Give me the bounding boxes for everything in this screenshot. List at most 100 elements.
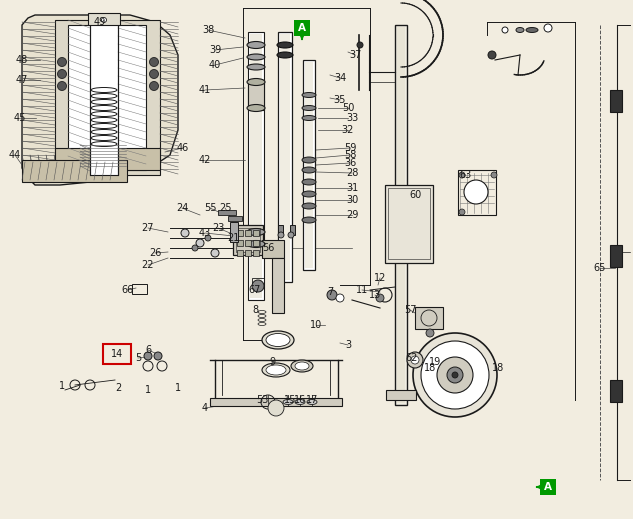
Text: 23: 23 [212,223,224,233]
Text: 17: 17 [306,395,318,405]
Circle shape [452,372,458,378]
Circle shape [544,24,552,32]
Bar [245,230,251,236]
Circle shape [154,352,162,360]
Circle shape [376,294,384,302]
Text: 18: 18 [492,363,504,373]
Circle shape [327,290,337,300]
Bar [294,20,310,36]
Text: 12: 12 [374,273,386,283]
Text: 9: 9 [269,357,275,367]
Bar [415,307,443,329]
Text: 50: 50 [342,103,354,113]
Text: 67: 67 [249,285,261,295]
Circle shape [205,235,211,241]
Text: 34: 34 [334,73,346,83]
Circle shape [421,341,489,409]
Text: 48: 48 [16,55,28,65]
Bar [233,225,263,255]
Circle shape [192,245,198,251]
Circle shape [336,294,344,302]
Text: 2: 2 [115,383,121,393]
Ellipse shape [302,191,316,197]
Bar [610,245,622,267]
Text: 30: 30 [346,195,358,205]
Ellipse shape [262,363,290,377]
Circle shape [464,180,488,204]
Bar [68,25,146,170]
Text: 13: 13 [369,290,381,300]
Bar [245,250,251,256]
Circle shape [252,280,264,292]
Circle shape [149,70,158,78]
Text: 62: 62 [406,353,418,363]
Text: 36: 36 [344,158,356,168]
Bar [228,216,242,221]
Bar [237,250,243,256]
Circle shape [58,58,66,66]
Bar [262,240,284,258]
Ellipse shape [277,42,293,48]
Text: 1: 1 [145,385,151,395]
Ellipse shape [526,28,538,33]
Circle shape [502,27,508,33]
Text: 28: 28 [346,168,358,178]
Ellipse shape [247,64,265,70]
Text: 27: 27 [142,223,154,233]
Text: 11: 11 [356,285,368,295]
Text: 49: 49 [94,17,106,27]
Bar [610,90,622,112]
Text: 65: 65 [594,263,606,273]
Circle shape [357,42,363,48]
Bar [248,32,264,300]
Text: 33: 33 [346,113,358,123]
Circle shape [459,209,465,215]
Text: 56: 56 [262,243,274,253]
Bar [237,230,243,236]
Circle shape [149,58,158,66]
Circle shape [196,239,204,247]
Ellipse shape [516,28,524,33]
Bar [210,398,342,406]
Ellipse shape [247,104,265,112]
Text: 41: 41 [199,85,211,95]
Bar [103,344,131,364]
Bar [245,240,251,246]
Circle shape [144,352,152,360]
Ellipse shape [302,92,316,98]
Bar [230,222,238,242]
Text: 6: 6 [145,345,151,355]
Bar [236,228,260,252]
Bar [385,185,433,263]
Circle shape [181,229,189,237]
Circle shape [459,172,465,178]
Ellipse shape [266,334,290,347]
Text: 7: 7 [327,287,333,297]
Ellipse shape [295,400,305,404]
Bar [90,15,118,175]
Ellipse shape [302,179,316,185]
Circle shape [211,249,219,257]
Bar [55,20,160,175]
Text: 21: 21 [227,233,239,243]
Bar [253,250,259,256]
Circle shape [407,352,423,368]
Text: 29: 29 [346,210,358,220]
Ellipse shape [247,78,265,86]
Text: 58: 58 [344,150,356,160]
Text: 66: 66 [122,285,134,295]
Text: 60: 60 [409,190,421,200]
Text: 4: 4 [202,403,208,413]
Circle shape [447,367,463,383]
Text: 38: 38 [202,25,214,35]
Text: 5: 5 [135,353,141,363]
Ellipse shape [247,54,265,60]
Bar [386,390,416,400]
Text: 53: 53 [256,395,268,405]
Bar [132,284,147,294]
Bar [237,240,243,246]
Text: 45: 45 [14,113,26,123]
Bar [458,170,496,215]
Text: 19: 19 [429,357,441,367]
Ellipse shape [302,105,316,111]
